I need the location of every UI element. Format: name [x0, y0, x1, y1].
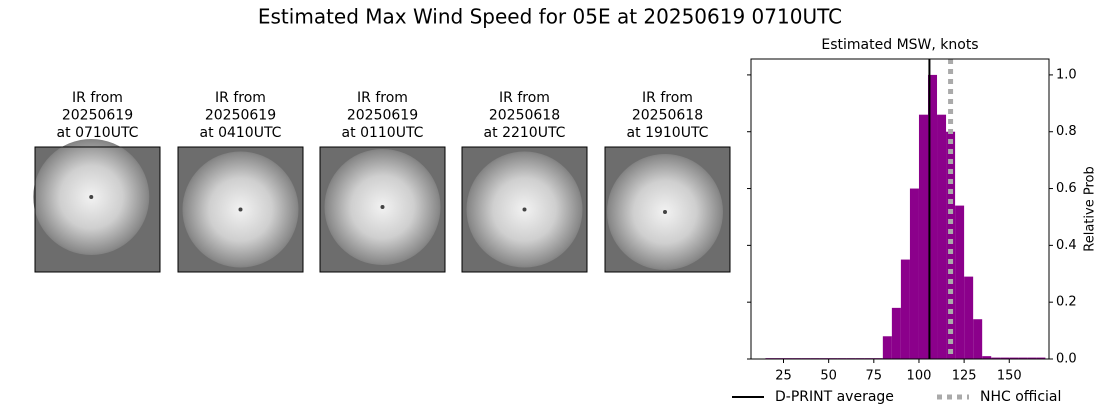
y-axis-label: Relative Prob [1083, 166, 1098, 251]
panel-title: 20250619 [347, 108, 418, 124]
storm-eye [380, 205, 385, 209]
bar [1000, 357, 1010, 359]
image-frame [319, 146, 446, 273]
panel-title: at 0110UTC [342, 125, 424, 141]
x-tick-label: 150 [997, 369, 1022, 384]
chart-title: Estimated MSW, knots [821, 37, 978, 53]
y-tick-label: 1.0 [1056, 67, 1077, 82]
x-tick-label: 125 [952, 369, 977, 384]
legend-label: D-PRINT average [775, 389, 894, 405]
x-tick-label: 75 [866, 369, 883, 384]
image-frame [604, 146, 731, 273]
y-tick-label: 0.0 [1056, 352, 1077, 367]
bar [1018, 357, 1028, 359]
storm-eye [238, 207, 243, 212]
panel-title: IR from [357, 90, 408, 106]
panel-title: 20250619 [62, 108, 133, 124]
image-frame [34, 146, 161, 273]
panel-title: 20250619 [205, 108, 276, 124]
histogram: Estimated MSW, knots D-PRINT average NHC o… [732, 37, 1098, 405]
storm-eye [663, 210, 667, 214]
panel-title: at 1910UTC [627, 125, 709, 141]
image-frame [461, 146, 588, 273]
image-frame [177, 146, 304, 273]
x-tick-label: 100 [907, 369, 932, 384]
y-tick-label: 0.6 [1056, 181, 1077, 196]
panel-title: 20250618 [632, 108, 703, 124]
bar [900, 259, 910, 359]
bar [946, 131, 956, 359]
panel-title: at 2210UTC [484, 125, 566, 141]
x-tick-label: 50 [820, 369, 837, 384]
panel-title: IR from [499, 90, 550, 106]
storm-eye [522, 207, 527, 212]
panel-title: at 0410UTC [200, 125, 282, 141]
bar [918, 114, 928, 359]
bar [991, 357, 1001, 359]
figure-title: Estimated Max Wind Speed for 05E at 2025… [258, 5, 842, 29]
panel-title: IR from [215, 90, 266, 106]
bar [964, 276, 974, 359]
bar [891, 307, 901, 359]
panel-title: 20250618 [489, 108, 560, 124]
bar [982, 356, 992, 359]
bar [1036, 357, 1046, 359]
storm-eye [89, 195, 94, 199]
bar [1009, 357, 1019, 359]
bar [1027, 357, 1037, 359]
legend-label: NHC official [980, 389, 1061, 405]
panel-title: IR from [642, 90, 693, 106]
bar [937, 114, 947, 359]
bar [973, 319, 983, 359]
panel-title: at 0710UTC [57, 125, 139, 141]
x-tick-label: 25 [775, 369, 792, 384]
bar [955, 205, 965, 359]
bar [882, 336, 892, 359]
y-tick-label: 0.2 [1056, 295, 1077, 310]
bar [927, 74, 938, 359]
y-tick-label: 0.8 [1056, 124, 1077, 139]
y-tick-label: 0.4 [1056, 238, 1077, 253]
plot-frame [750, 58, 1050, 360]
bar [909, 188, 919, 359]
panel-title: IR from [72, 90, 123, 106]
